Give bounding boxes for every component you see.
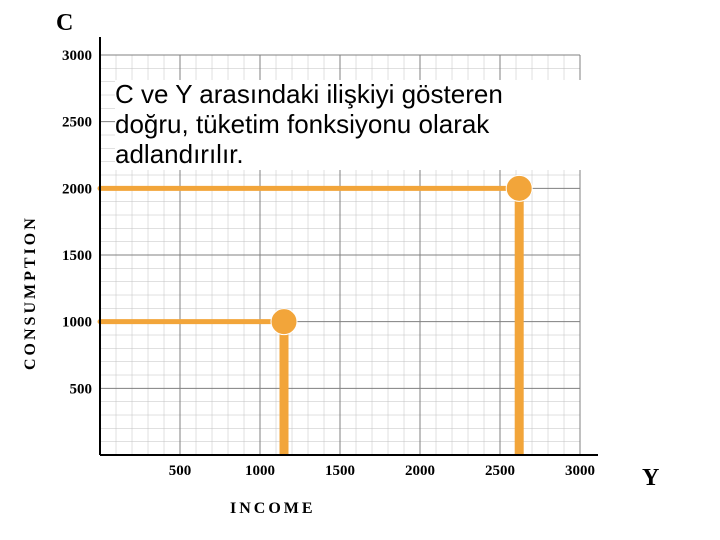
y-axis-title: CONSUMPTION [22, 215, 40, 370]
description-overlay: C ve Y arasındaki ilişkiyi gösteren doğr… [115, 80, 635, 170]
svg-text:3000: 3000 [565, 463, 595, 479]
svg-text:500: 500 [70, 381, 93, 397]
svg-text:1500: 1500 [62, 248, 92, 264]
overlay-line-1: C ve Y arasındaki ilişkiyi gösteren [115, 79, 503, 109]
svg-text:500: 500 [169, 463, 192, 479]
svg-text:2500: 2500 [62, 115, 92, 131]
svg-text:1000: 1000 [245, 463, 275, 479]
y-axis-label: Y [642, 465, 659, 492]
svg-text:2000: 2000 [405, 463, 435, 479]
svg-text:1000: 1000 [62, 315, 92, 331]
svg-text:3000: 3000 [62, 48, 92, 64]
svg-text:2500: 2500 [485, 463, 515, 479]
c-axis-label: C [56, 10, 73, 37]
x-axis-title: INCOME [230, 500, 316, 518]
overlay-line-3: adlandırılır. [115, 139, 244, 169]
svg-text:1500: 1500 [325, 463, 355, 479]
overlay-line-2: doğru, tüketim fonksiyonu olarak [115, 109, 489, 139]
svg-text:2000: 2000 [62, 181, 92, 197]
